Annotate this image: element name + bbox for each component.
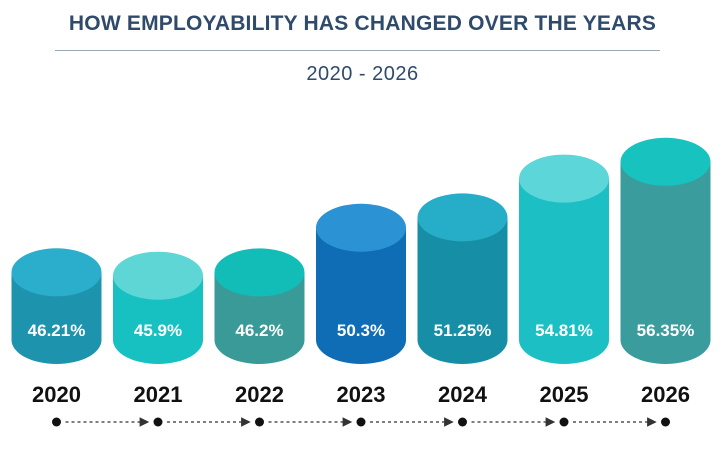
timeline-dot-2020 (52, 417, 61, 427)
value-label-2025: 54.81% (535, 321, 593, 340)
title-divider (55, 50, 660, 51)
value-label-2020: 46.21% (28, 321, 86, 340)
cylinder-body-2022 (214, 272, 305, 364)
cylinder-body-2026 (620, 161, 711, 364)
year-label-2025: 2025 (540, 382, 589, 407)
cylinder-top-2020 (11, 248, 102, 297)
chart-subtitle: 2020 - 2026 (306, 63, 419, 85)
cylinder-top-2022 (214, 248, 305, 297)
cylinder-body-2024 (417, 217, 508, 364)
year-label-2021: 2021 (134, 382, 183, 407)
value-label-2026: 56.35% (637, 321, 695, 340)
timeline-dot-2023 (356, 417, 366, 427)
year-label-2022: 2022 (235, 382, 284, 407)
timeline-dot-2025 (559, 417, 569, 427)
timeline-dot-2024 (458, 417, 467, 427)
timeline-dot-2026 (661, 417, 670, 427)
year-label-2026: 2026 (641, 382, 690, 407)
year-label-2024: 2024 (438, 382, 488, 407)
year-label-2023: 2023 (337, 382, 386, 407)
cylinder-body-2021 (113, 275, 203, 364)
year-label-2020: 2020 (32, 382, 81, 407)
chart-title: HOW EMPLOYABILITY HAS CHANGED OVER THE Y… (68, 12, 657, 35)
cylinder-top-2021 (113, 251, 203, 300)
value-label-2024: 51.25% (434, 321, 492, 340)
cylinder-top-2026 (620, 137, 711, 186)
value-label-2021: 45.9% (134, 321, 182, 340)
cylinder-top-2024 (417, 193, 508, 242)
timeline-dot-2021 (153, 417, 163, 427)
timeline-dot-2022 (255, 417, 264, 427)
cylinder-body-2023 (316, 227, 406, 364)
cylinder-top-2025 (519, 154, 609, 203)
cylinder-body-2020 (11, 272, 102, 364)
value-label-2022: 46.2% (235, 321, 283, 340)
cylinder-top-2023 (316, 203, 406, 252)
value-label-2023: 50.3% (337, 321, 385, 340)
cylinder-body-2025 (519, 178, 609, 364)
